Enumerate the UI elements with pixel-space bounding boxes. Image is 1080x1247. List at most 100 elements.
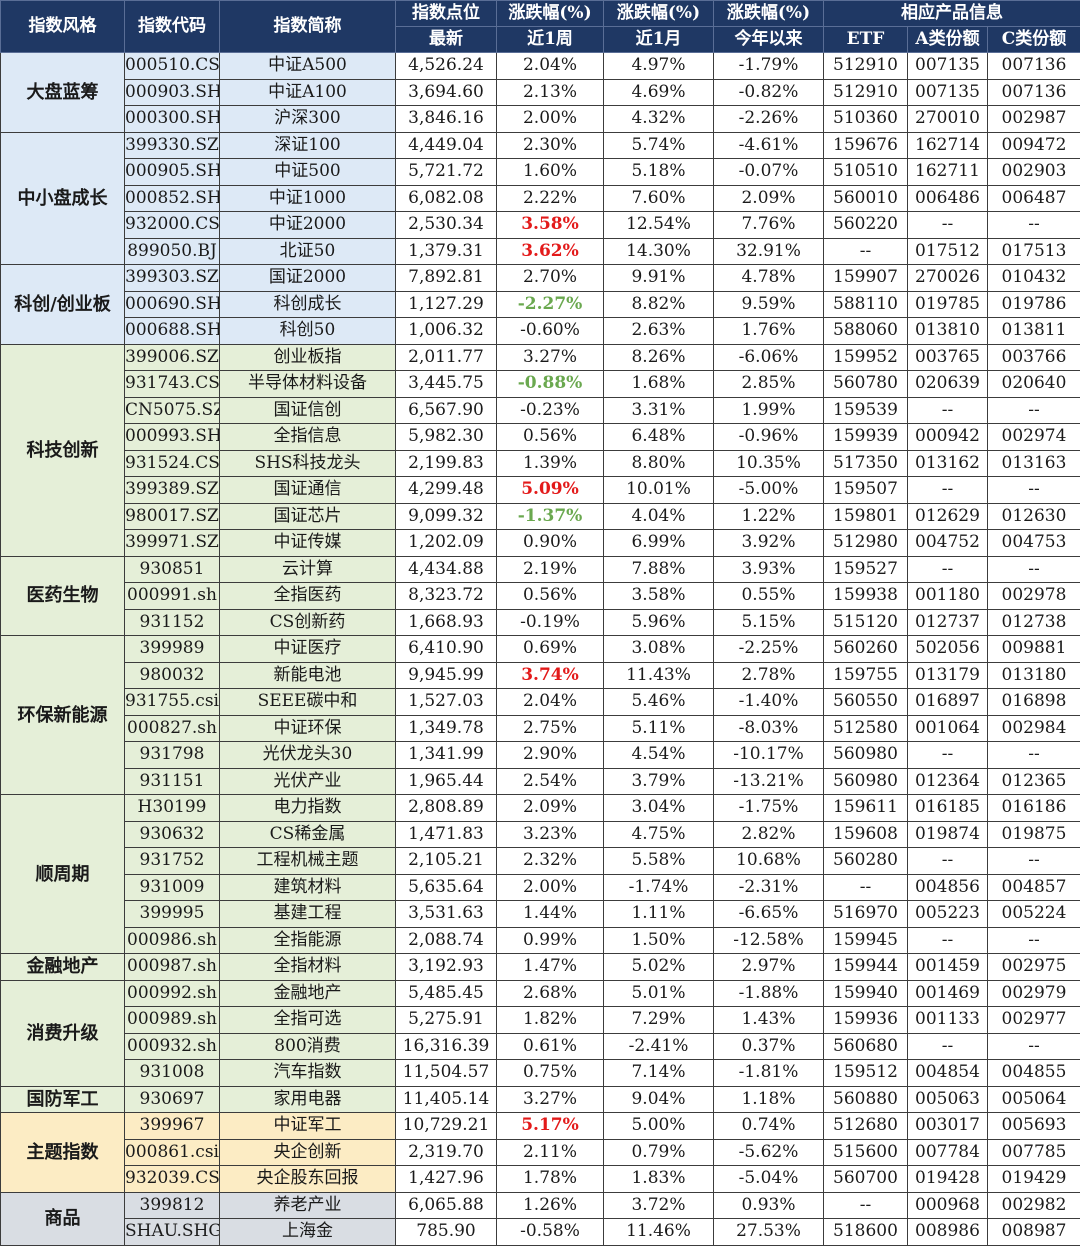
week-change-value: 2.09%	[522, 797, 577, 818]
share-a-cell: 007784	[907, 1138, 988, 1166]
week-change-cell: 2.54%	[496, 767, 604, 795]
share-a-cell: --	[907, 926, 988, 954]
share-c-cell: 003766	[986, 343, 1080, 371]
share-a-cell: 000968	[907, 1191, 988, 1219]
ytd-change-cell: -0.82%	[713, 78, 824, 106]
week-change-value: 0.99%	[522, 929, 577, 950]
month-change-cell: 1.11%	[603, 900, 714, 928]
week-change-cell: -0.19%	[496, 608, 604, 636]
index-code-cell: 399971.SZ	[124, 529, 220, 557]
month-change-cell: 8.82%	[603, 290, 714, 318]
index-code-cell: 000989.sh	[124, 1006, 220, 1034]
index-code-cell: 000861.csi	[124, 1138, 220, 1166]
index-code-cell: 932000.CSI	[124, 211, 220, 239]
etf-code-cell: 512680	[823, 1112, 908, 1140]
share-c-cell: 009472	[986, 131, 1080, 159]
category-cell: 大盘蓝筹	[0, 52, 125, 133]
group-2: 科创/创业板 399303.SZ 国证2000 7,892.81 2.70% 9.91% 4…	[0, 264, 1080, 345]
latest-points-cell: 1,349.78	[395, 714, 497, 742]
group-5: 环保新能源 399989 中证医疗 6,410.90 0.69% 3.08% -2.25% 5…	[0, 635, 1080, 795]
share-c-cell: 019875	[986, 820, 1080, 848]
index-name-cell: 国证芯片	[219, 502, 396, 530]
ytd-change-cell: 2.97%	[713, 953, 824, 981]
etf-code-cell: 159512	[823, 1059, 908, 1087]
week-change-cell: 2.00%	[496, 105, 604, 133]
week-change-value: 0.61%	[522, 1035, 577, 1056]
share-a-cell: 502056	[907, 635, 988, 663]
index-name-cell: 国证2000	[219, 264, 396, 292]
index-name-cell: 国证通信	[219, 476, 396, 504]
index-code-cell: 000688.SH	[124, 317, 220, 345]
table-row: 000989.sh 全指可选 5,275.91 1.82% 7.29% 1.43% 1599…	[1, 1006, 1080, 1034]
week-change-value: 3.62%	[521, 240, 579, 261]
index-name-cell: 深证100	[219, 131, 396, 159]
index-name-cell: 金融地产	[219, 979, 396, 1007]
share-c-cell: --	[986, 555, 1080, 583]
week-change-value: -0.23%	[520, 399, 580, 420]
month-change-cell: 7.60%	[603, 184, 714, 212]
week-change-value: 0.69%	[522, 638, 577, 659]
table-row: 中小盘成长 399330.SZ 深证100 4,449.04 2.30% 5.74% -4.…	[0, 131, 1080, 265]
table-row: 399971.SZ 中证传媒 1,202.09 0.90% 6.99% 3.92% 5129…	[1, 529, 1080, 557]
month-change-cell: 3.58%	[603, 582, 714, 610]
week-change-cell: -0.58%	[496, 1218, 604, 1246]
table-row: 932000.CSI 中证2000 2,530.34 3.58% 12.54% 7.76%…	[1, 211, 1080, 239]
table-row: 医药生物 930851 云计算 4,434.88 2.19% 7.88% 3.93% 1595…	[0, 555, 1080, 636]
month-change-cell: 4.75%	[603, 820, 714, 848]
month-change-cell: 5.18%	[603, 158, 714, 186]
latest-points-cell: 5,485.45	[395, 979, 497, 1007]
month-change-cell: 7.88%	[603, 555, 714, 583]
ytd-change-cell: 4.78%	[713, 264, 824, 292]
table-row: 931798 光伏龙头30 1,341.99 2.90% 4.54% -10.17% 560…	[1, 741, 1080, 769]
etf-code-cell: 560980	[823, 767, 908, 795]
table-row: 000986.sh 全指能源 2,088.74 0.99% 1.50% -12.58% 15…	[1, 926, 1080, 954]
week-change-value: 2.32%	[522, 850, 577, 871]
table-row: 000993.SH 全指信息 5,982.30 0.56% 6.48% -0.96% 159…	[1, 423, 1080, 451]
week-change-value: 2.00%	[522, 108, 577, 129]
latest-points-cell: 11,405.14	[395, 1085, 497, 1113]
index-name-cell: 沪深300	[219, 105, 396, 133]
ytd-change-cell: 9.59%	[713, 290, 824, 318]
share-c-cell: 019429	[986, 1165, 1080, 1193]
week-change-value: 1.44%	[522, 903, 577, 924]
latest-points-cell: 2,808.89	[395, 794, 497, 822]
share-c-cell: 009881	[986, 635, 1080, 663]
share-c-cell: 007136	[986, 52, 1080, 80]
share-a-cell: 270010	[907, 105, 988, 133]
share-a-cell: --	[907, 741, 988, 769]
index-name-cell: 半导体材料设备	[219, 370, 396, 398]
share-c-cell: 007785	[986, 1138, 1080, 1166]
share-a-cell: --	[907, 211, 988, 239]
etf-code-cell: 159527	[823, 555, 908, 583]
index-code-cell: 931798	[124, 741, 220, 769]
index-code-cell: SHAU.SHG	[124, 1218, 220, 1246]
week-change-cell: 2.68%	[496, 979, 604, 1007]
week-change-value: -2.27%	[517, 293, 583, 314]
etf-code-cell: 159608	[823, 820, 908, 848]
etf-code-cell: 159939	[823, 423, 908, 451]
ytd-change-cell: 3.92%	[713, 529, 824, 557]
ytd-change-cell: 0.74%	[713, 1112, 824, 1140]
etf-code-cell: 518600	[823, 1218, 908, 1246]
header-etf: ETF	[823, 26, 908, 53]
share-c-cell: 016186	[986, 794, 1080, 822]
month-change-cell: 5.96%	[603, 608, 714, 636]
index-code-cell: 930851	[124, 555, 220, 583]
index-name-cell: 建筑材料	[219, 873, 396, 901]
share-c-cell: 012365	[986, 767, 1080, 795]
etf-code-cell: 588060	[823, 317, 908, 345]
etf-code-cell: 159938	[823, 582, 908, 610]
index-code-cell: 399812	[124, 1191, 220, 1219]
share-a-cell: 016185	[907, 794, 988, 822]
index-code-cell: 399330.SZ	[124, 131, 220, 159]
ytd-change-cell: 1.99%	[713, 396, 824, 424]
month-change-cell: 1.83%	[603, 1165, 714, 1193]
week-change-value: 2.70%	[522, 267, 577, 288]
week-change-value: 3.23%	[522, 823, 577, 844]
index-code-cell: 000986.sh	[124, 926, 220, 954]
index-name-cell: 中证1000	[219, 184, 396, 212]
month-change-cell: 3.08%	[603, 635, 714, 663]
share-c-cell: 004753	[986, 529, 1080, 557]
ytd-change-cell: -1.79%	[713, 52, 824, 80]
month-change-cell: 7.29%	[603, 1006, 714, 1034]
